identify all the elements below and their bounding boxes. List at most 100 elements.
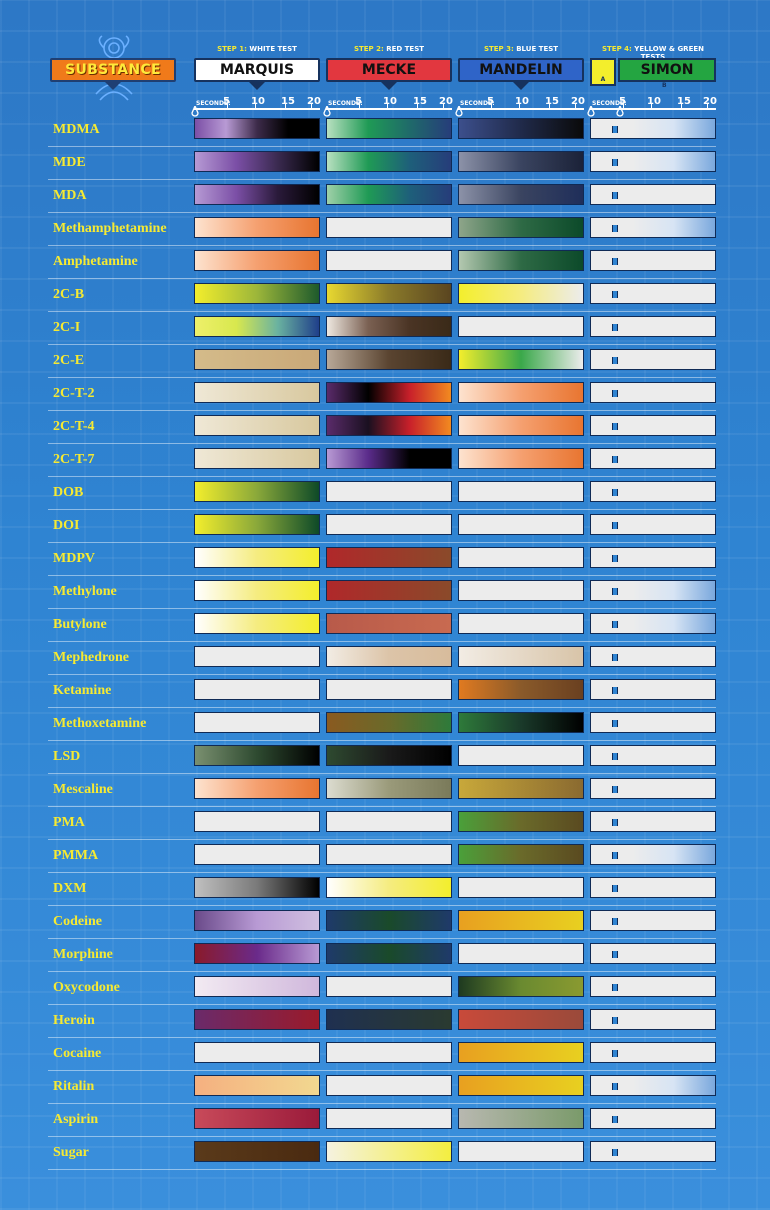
simon-color-swatch	[590, 1009, 716, 1030]
simon-color-swatch	[590, 745, 716, 766]
substance-name: Methylone	[53, 584, 117, 599]
simon-color-swatch	[590, 283, 716, 304]
marquis-color-swatch	[194, 514, 320, 535]
substance-name: DOI	[53, 518, 80, 533]
marquis-color-swatch	[194, 910, 320, 931]
substance-row: Oxycodone	[48, 972, 716, 1005]
marquis-color-swatch	[194, 646, 320, 667]
mecke-color-swatch	[326, 1141, 452, 1162]
mandelin-color-swatch	[458, 547, 584, 568]
time-scale: SECONDS: 5 10 15 20	[590, 96, 717, 110]
substance-name: Methoxetamine	[53, 716, 147, 731]
mandelin-color-swatch	[458, 877, 584, 898]
scale-tick-label: 5	[487, 96, 494, 107]
row-divider	[48, 344, 716, 345]
step-1-label: STEP 1: WHITE TEST	[194, 45, 320, 57]
mecke-color-swatch	[326, 1042, 452, 1063]
scale-tick	[417, 104, 418, 110]
mandelin-color-swatch	[458, 349, 584, 370]
mecke-color-swatch	[326, 844, 452, 865]
mecke-color-swatch	[326, 316, 452, 337]
scale-tick-label: 10	[383, 96, 397, 107]
simon-divider	[612, 522, 618, 529]
substance-name: MDMA	[53, 122, 100, 137]
mecke-color-swatch	[326, 1075, 452, 1096]
marquis-color-swatch	[194, 316, 320, 337]
mandelin-color-swatch	[458, 943, 584, 964]
row-divider	[48, 542, 716, 543]
simon-divider	[612, 192, 618, 199]
scale-tick-label: 15	[413, 96, 427, 107]
mandelin-color-swatch	[458, 118, 584, 139]
mandelin-color-swatch	[458, 712, 584, 733]
marquis-color-swatch	[194, 1141, 320, 1162]
row-divider	[48, 971, 716, 972]
simon-divider	[612, 720, 618, 727]
row-divider	[48, 1103, 716, 1104]
marquis-color-swatch	[194, 679, 320, 700]
simon-color-swatch	[590, 943, 716, 964]
simon-color-swatch	[590, 250, 716, 271]
mandelin-color-swatch	[458, 1108, 584, 1129]
simon-color-swatch	[590, 217, 716, 238]
substance-row: Ritalin	[48, 1071, 716, 1104]
mandelin-color-swatch	[458, 844, 584, 865]
substance-row: Mescaline	[48, 774, 716, 807]
step-3-label: STEP 3: BLUE TEST	[458, 45, 584, 57]
scale-tick	[623, 104, 624, 110]
simon-divider	[612, 456, 618, 463]
simon-color-swatch	[590, 448, 716, 469]
row-divider	[48, 311, 716, 312]
step-text: YELLOW & GREEN TESTS	[631, 45, 704, 61]
scale-line	[458, 108, 584, 110]
mandelin-color-swatch	[458, 514, 584, 535]
substance-row: 2C-T-4	[48, 411, 716, 444]
mecke-color-swatch	[326, 514, 452, 535]
simon-color-swatch	[590, 1042, 716, 1063]
step-number: STEP 2:	[353, 45, 384, 53]
marquis-color-swatch	[194, 118, 320, 139]
substance-row: LSD	[48, 741, 716, 774]
simon-color-swatch	[590, 481, 716, 502]
simon-divider	[612, 489, 618, 496]
substance-name: 2C-E	[53, 353, 85, 368]
scale-tick-label: 15	[545, 96, 559, 107]
mandelin-color-swatch	[458, 448, 584, 469]
marquis-color-swatch	[194, 481, 320, 502]
seconds-label: SECONDS:	[460, 100, 495, 107]
substance-row: MDPV	[48, 543, 716, 576]
step-text: BLUE TEST	[513, 45, 559, 53]
scale-tick	[387, 104, 388, 110]
substance-name: Mescaline	[53, 782, 113, 797]
substance-row: Mephedrone	[48, 642, 716, 675]
substance-name: 2C-B	[53, 287, 85, 302]
scale-tick-label: 5	[355, 96, 362, 107]
mecke-color-swatch	[326, 1009, 452, 1030]
mecke-color-swatch	[326, 778, 452, 799]
simon-color-swatch	[590, 1075, 716, 1096]
marquis-color-swatch	[194, 448, 320, 469]
row-divider	[48, 410, 716, 411]
substance-name: 2C-T-7	[53, 452, 95, 467]
substance-name: LSD	[53, 749, 81, 764]
simon-divider	[612, 1149, 618, 1156]
scale-tick	[681, 104, 682, 110]
substance-row: Ketamine	[48, 675, 716, 708]
mecke-color-swatch	[326, 976, 452, 997]
mandelin-color-swatch	[458, 679, 584, 700]
substance-name: Cocaine	[53, 1046, 102, 1061]
scale-line	[194, 108, 320, 110]
time-scale: SECONDS: 5 10 15 20	[326, 96, 453, 110]
marquis-color-swatch	[194, 811, 320, 832]
row-divider	[48, 443, 716, 444]
substance-row: Aspirin	[48, 1104, 716, 1137]
simon-color-swatch	[590, 613, 716, 634]
row-divider	[48, 1136, 716, 1137]
reagent-header-simon: SIMON B	[618, 58, 716, 89]
mandelin-color-swatch	[458, 250, 584, 271]
simon-divider	[612, 258, 618, 265]
substance-row: Amphetamine	[48, 246, 716, 279]
simon-color-swatch	[590, 811, 716, 832]
scale-tick-label: 10	[515, 96, 529, 107]
mandelin-color-swatch	[458, 613, 584, 634]
